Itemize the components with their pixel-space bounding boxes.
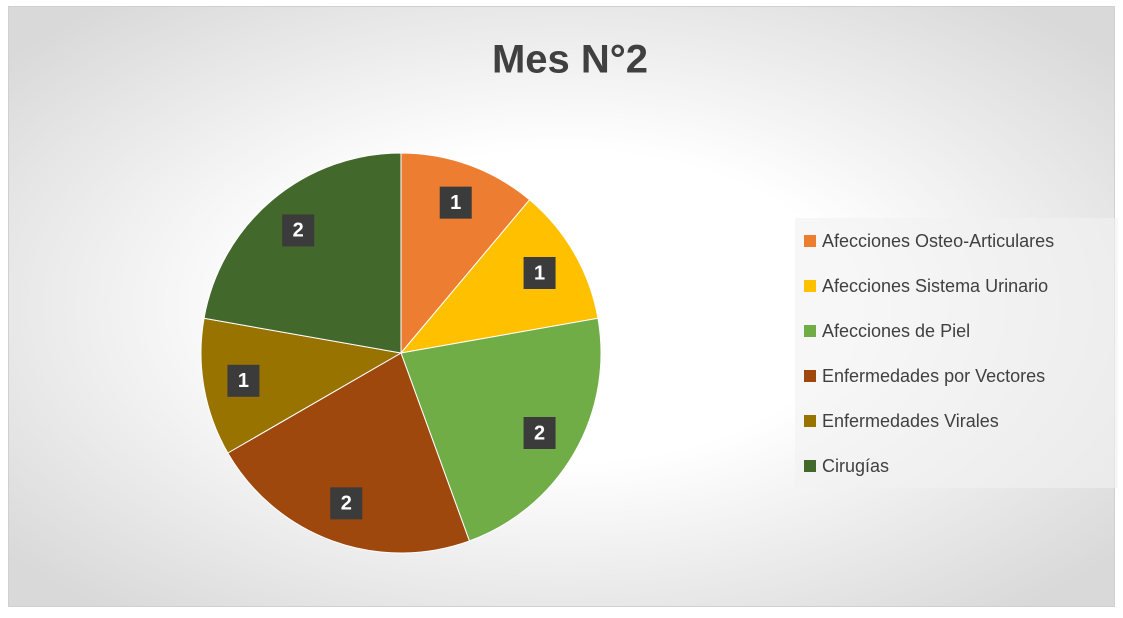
data-label-box	[439, 186, 472, 219]
legend-label: Cirugías	[822, 456, 889, 476]
legend-swatch	[804, 460, 816, 472]
legend-swatch	[804, 280, 816, 292]
legend	[795, 218, 1118, 488]
data-label-box	[523, 257, 556, 289]
data-label: 1	[450, 192, 461, 214]
data-label-box	[523, 417, 556, 449]
data-label-box	[227, 364, 260, 397]
data-label: 1	[534, 262, 545, 284]
legend-swatch	[804, 370, 816, 382]
pie-slice	[200, 317, 403, 454]
data-label-box	[282, 214, 315, 247]
legend-swatch	[804, 325, 816, 337]
pie-slice	[400, 317, 602, 542]
legend-label: Afecciones de Piel	[822, 321, 970, 341]
chart-title: Mes N°2	[492, 38, 648, 82]
data-label: 1	[238, 370, 249, 392]
legend-swatch	[804, 235, 816, 247]
data-label: 2	[293, 220, 304, 242]
legend-label: Afecciones Sistema Urinario	[822, 276, 1048, 296]
legend-label: Afecciones Osteo-Articulares	[822, 231, 1054, 251]
data-label-box	[330, 487, 363, 520]
pie-slice	[203, 152, 402, 354]
data-label: 2	[534, 422, 545, 444]
legend-label: Enfermedades por Vectores	[822, 366, 1045, 386]
pie-slice	[227, 352, 471, 554]
legend-label: Enfermedades Virales	[822, 411, 999, 431]
data-label: 2	[341, 493, 352, 515]
pie-slice	[399, 199, 599, 354]
legend-swatch	[804, 415, 816, 427]
pie-slice	[400, 152, 531, 355]
